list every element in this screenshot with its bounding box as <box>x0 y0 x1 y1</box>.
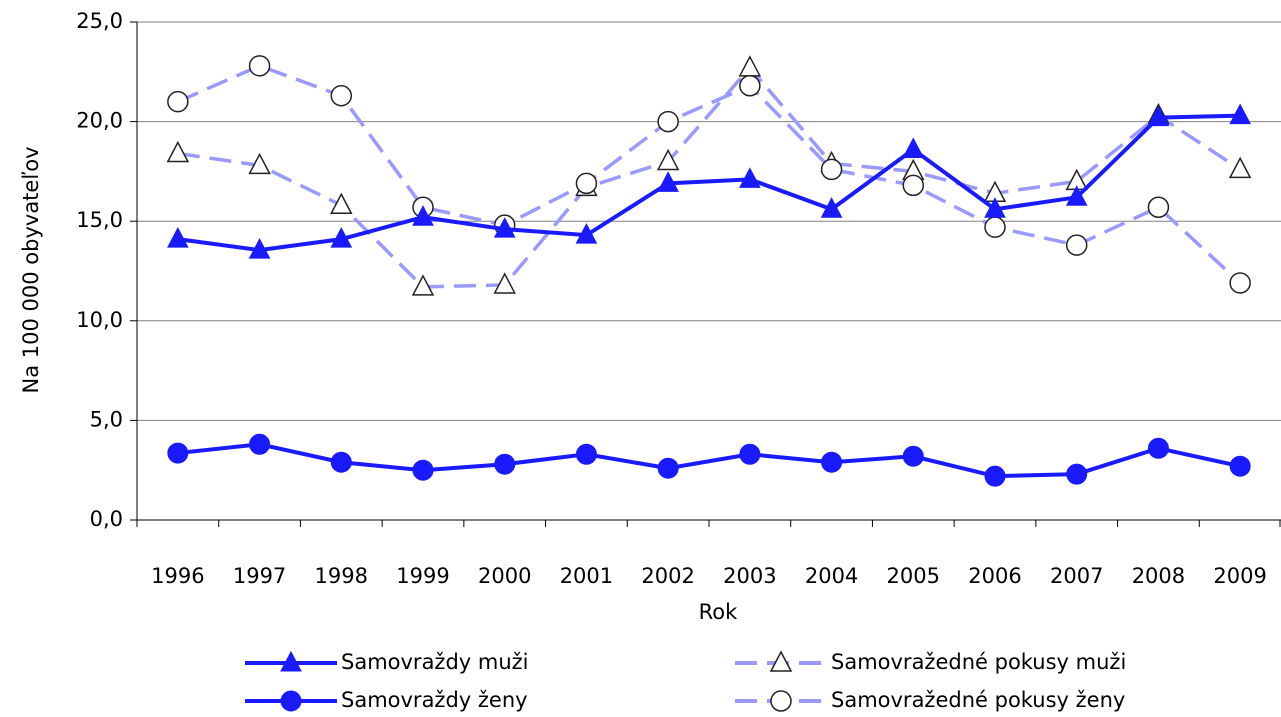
x-tick-label: 1998 <box>315 564 368 588</box>
series <box>167 433 1251 487</box>
series <box>167 103 1251 259</box>
legend-item: Samovraždy ženy <box>245 688 528 712</box>
marker <box>575 223 598 244</box>
marker <box>1229 103 1251 125</box>
marker <box>1065 234 1088 256</box>
marker <box>984 465 1006 487</box>
x-tick-label: 2002 <box>641 564 694 588</box>
marker <box>1066 463 1088 485</box>
marker <box>1147 196 1170 219</box>
marker <box>575 172 598 195</box>
marker <box>167 442 189 464</box>
marker <box>739 74 761 97</box>
marker <box>412 205 434 226</box>
y-tick-label: 10,0 <box>76 308 123 332</box>
series-line <box>177 63 1242 285</box>
marker <box>330 227 353 248</box>
marker <box>657 171 679 192</box>
marker <box>280 690 302 712</box>
marker <box>330 451 352 473</box>
marker <box>330 192 353 215</box>
marker <box>493 217 516 238</box>
legend-item: Samovražedné pokusy ženy <box>735 688 1125 712</box>
marker <box>1147 105 1170 127</box>
x-tick-label: 2008 <box>1132 564 1185 588</box>
marker <box>493 272 516 294</box>
marker <box>821 451 843 473</box>
legend-label: Samovražedné pokusy muži <box>831 650 1126 674</box>
series <box>167 55 1251 294</box>
legend-item: Samovražedné pokusy muži <box>735 650 1126 674</box>
marker <box>248 152 271 175</box>
marker <box>167 227 189 248</box>
marker <box>820 197 843 218</box>
marker <box>820 158 843 181</box>
marker <box>411 274 435 296</box>
marker <box>902 137 925 158</box>
marker <box>739 167 761 188</box>
legend-item: Samovraždy muži <box>245 650 529 674</box>
marker <box>1229 272 1251 294</box>
marker <box>739 443 761 465</box>
legend-label: Samovražedné pokusy ženy <box>831 688 1125 712</box>
series-line <box>177 442 1241 479</box>
marker <box>902 174 925 197</box>
marker <box>738 55 762 77</box>
x-tick-label: 2001 <box>560 564 613 588</box>
y-axis-label: Na 100 000 obyvateľov <box>19 147 43 394</box>
x-tick-label: 2000 <box>478 564 531 588</box>
marker <box>575 443 597 465</box>
marker <box>280 650 302 672</box>
x-tick-label: 1997 <box>233 564 286 588</box>
marker <box>656 148 680 171</box>
marker <box>770 690 792 712</box>
x-tick-label: 2003 <box>723 564 776 588</box>
marker <box>902 445 924 467</box>
marker <box>657 457 679 479</box>
y-tick-label: 25,0 <box>76 9 123 33</box>
marker <box>412 459 434 481</box>
x-tick-label: 2004 <box>805 564 858 588</box>
x-tick-label: 2007 <box>1050 564 1103 588</box>
marker <box>1065 185 1088 206</box>
marker <box>1229 455 1251 477</box>
marker <box>657 110 679 133</box>
legend-label: Samovraždy ženy <box>341 688 528 712</box>
marker <box>984 197 1006 218</box>
marker <box>1228 156 1252 179</box>
marker <box>330 84 353 107</box>
y-tick-label: 0,0 <box>90 507 123 531</box>
marker <box>248 55 271 77</box>
y-tick-label: 5,0 <box>90 407 123 431</box>
marker <box>494 453 516 475</box>
x-tick-label: 2009 <box>1213 564 1266 588</box>
x-tick-label: 2006 <box>968 564 1021 588</box>
marker <box>167 90 189 113</box>
x-tick-label: 1999 <box>396 564 449 588</box>
marker <box>1147 437 1169 459</box>
marker <box>166 140 190 163</box>
marker <box>249 433 271 455</box>
series-line <box>177 65 1242 289</box>
x-tick-label: 2005 <box>887 564 940 588</box>
series-line <box>177 113 1241 253</box>
marker <box>248 238 271 259</box>
y-tick-label: 20,0 <box>76 109 123 133</box>
x-tick-label: 1996 <box>151 564 204 588</box>
x-axis-label: Rok <box>699 600 738 624</box>
marker <box>769 650 793 672</box>
marker <box>984 216 1006 238</box>
legend-label: Samovraždy muži <box>341 650 529 674</box>
y-tick-label: 15,0 <box>76 208 123 232</box>
